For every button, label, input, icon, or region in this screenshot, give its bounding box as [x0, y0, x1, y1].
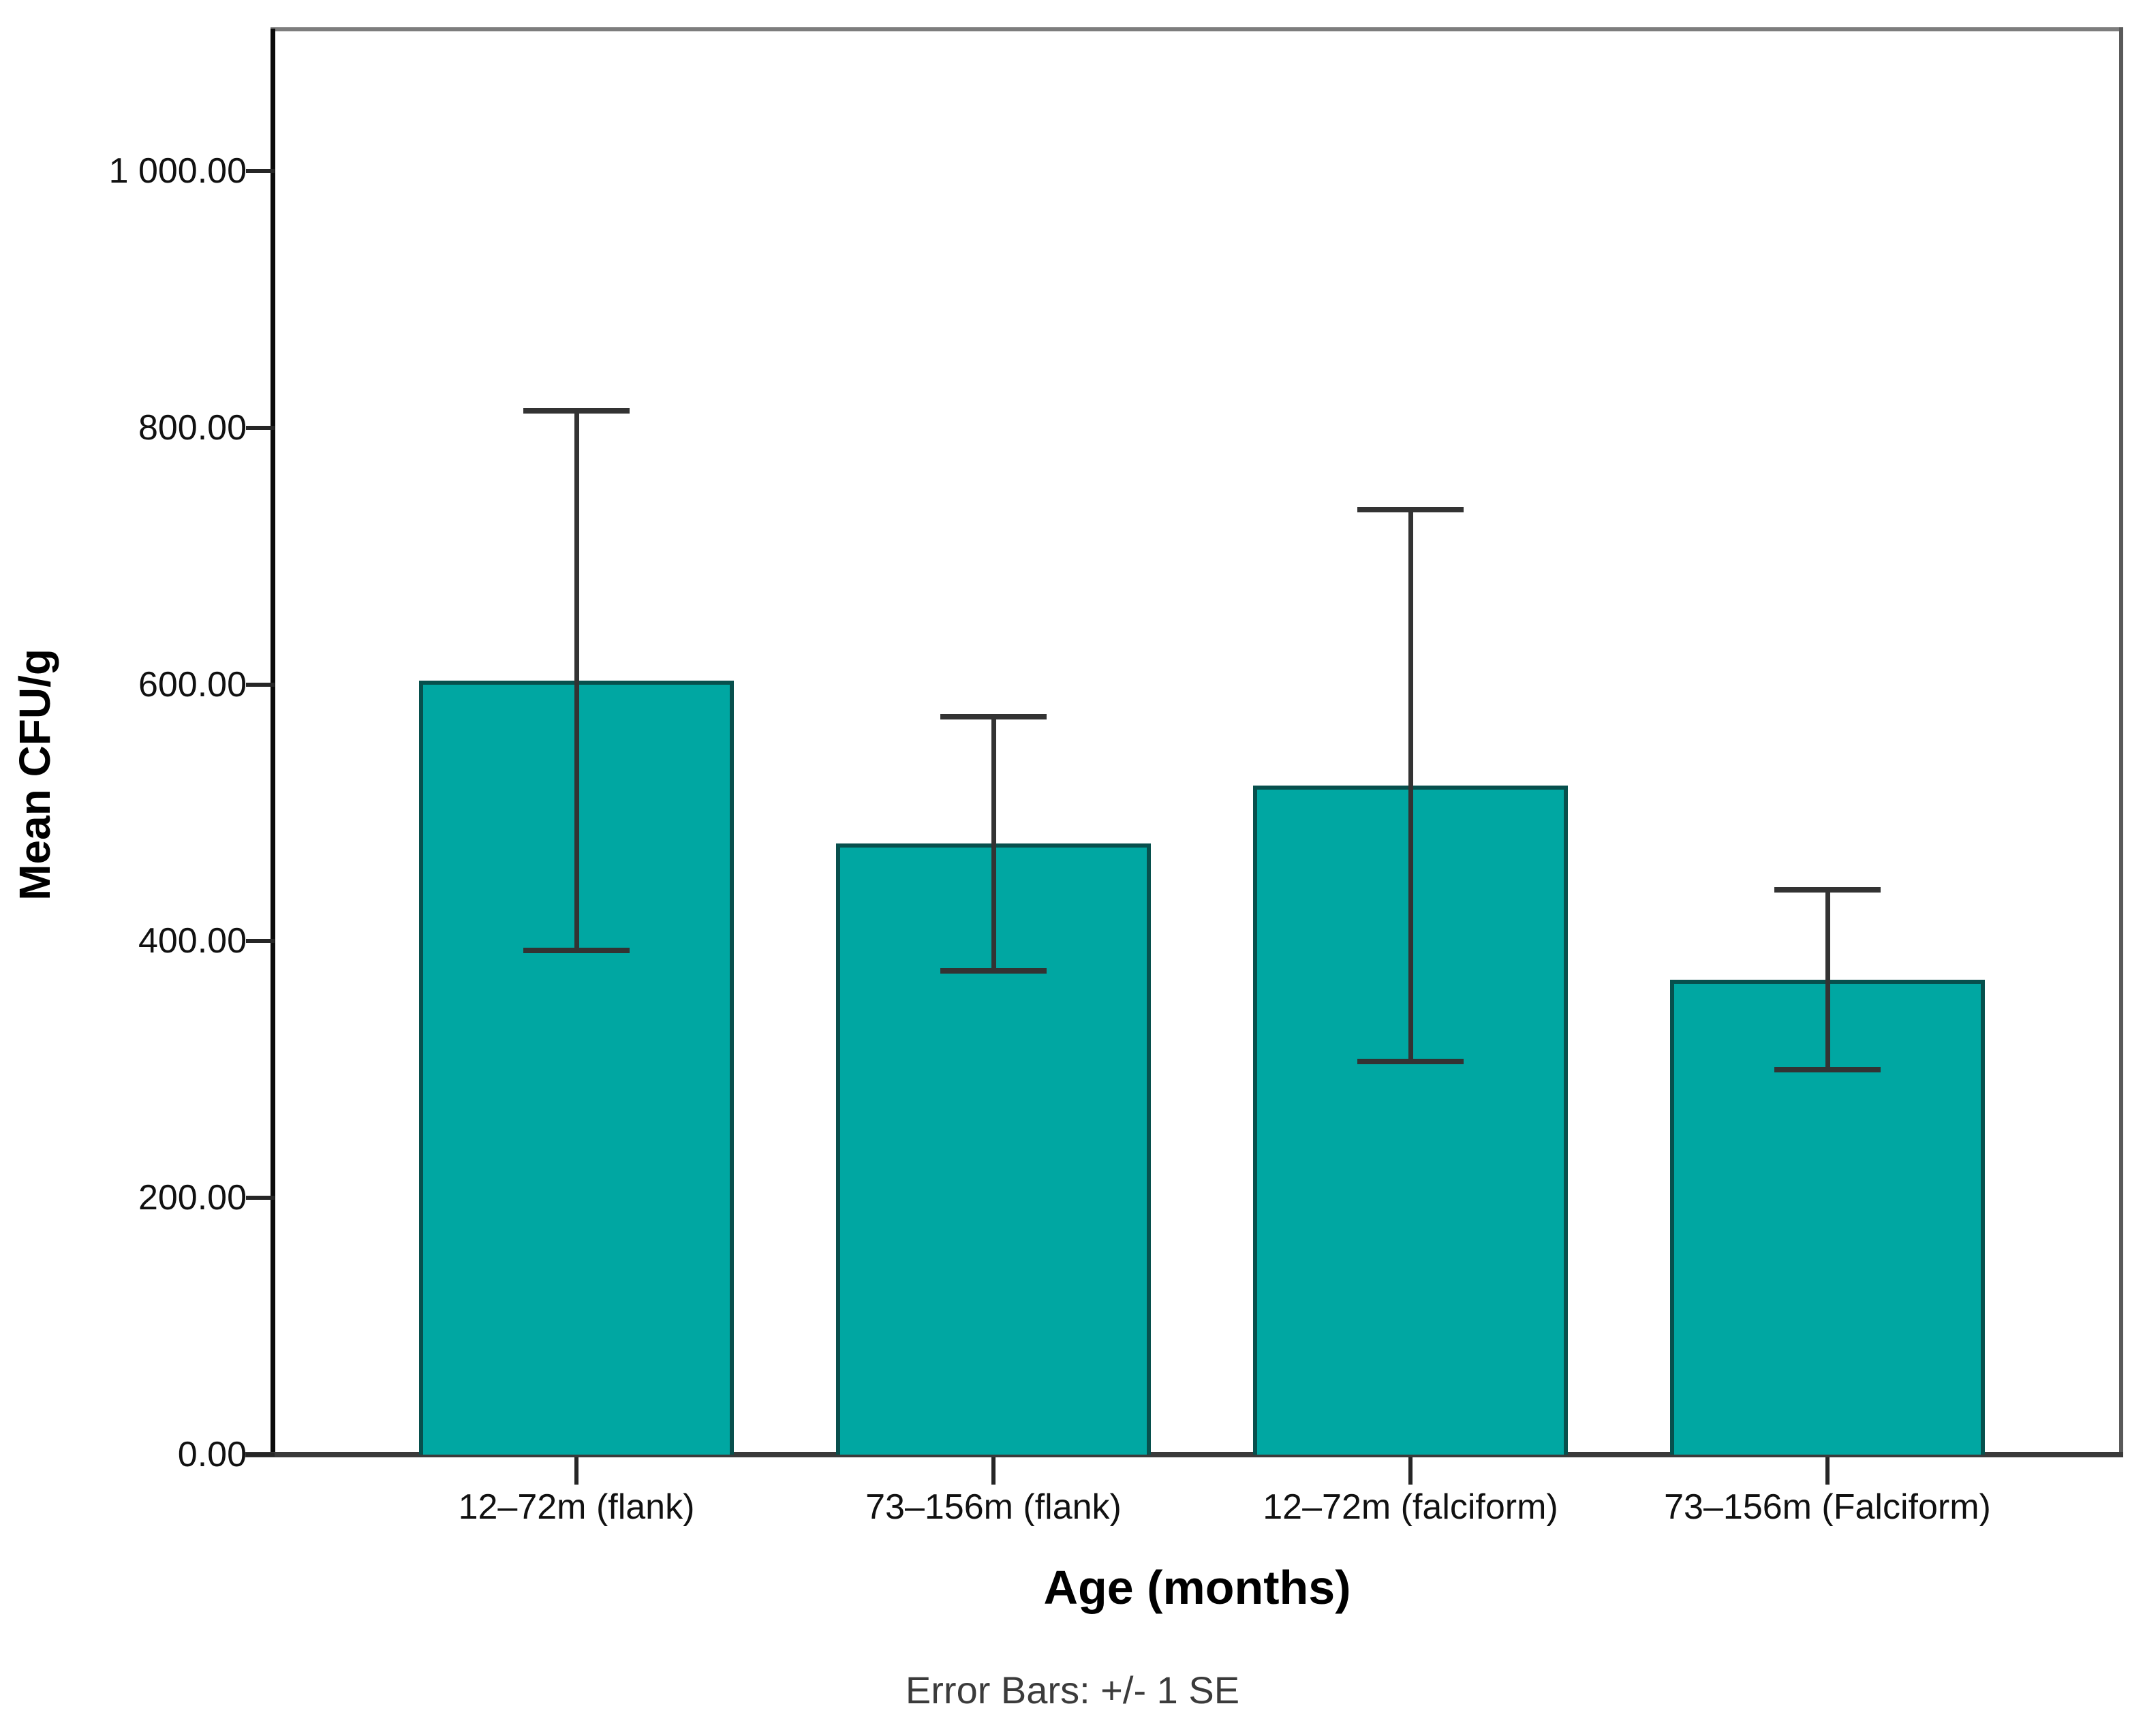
y-tick-label: 200.00: [138, 1178, 247, 1218]
error-bar-cap-top: [1357, 507, 1464, 513]
y-tick-mark: [246, 1453, 275, 1457]
error-bar-cap-top: [940, 713, 1047, 719]
x-axis-line: [245, 1452, 2123, 1457]
x-tick-mark: [1408, 1457, 1413, 1485]
x-category-label: 73–156m (Falciform): [1664, 1487, 1991, 1527]
error-bar-whisker: [1408, 510, 1413, 1062]
x-tick-mark: [991, 1457, 996, 1485]
y-tick-mark: [246, 169, 275, 173]
error-bar-cap-top: [523, 408, 630, 414]
error-bar-whisker: [991, 716, 996, 971]
y-tick-label: 1 000.00: [108, 151, 247, 191]
error-bar-cap-bottom: [1774, 1066, 1881, 1072]
error-bar-cap-top: [1774, 887, 1881, 893]
y-tick-label: 800.00: [138, 407, 247, 448]
x-tick-mark: [574, 1457, 578, 1485]
x-category-label: 12–72m (flank): [458, 1487, 695, 1527]
y-tick-mark: [246, 682, 275, 687]
error-bar-whisker: [574, 411, 579, 950]
y-tick-label: 0.00: [177, 1435, 247, 1474]
x-category-label: 12–72m (falciform): [1263, 1487, 1558, 1527]
y-tick-mark: [246, 425, 275, 430]
y-axis-line: [271, 29, 275, 1457]
y-tick-mark: [246, 939, 275, 944]
y-tick-label: 600.00: [138, 664, 247, 704]
error-bar-cap-bottom: [1357, 1059, 1464, 1065]
error-bars-footnote: Error Bars: +/- 1 SE: [905, 1669, 1240, 1711]
plot-frame-right: [2119, 27, 2123, 1457]
y-axis-title-text: Mean CFU/g: [10, 649, 59, 901]
error-bar-cap-bottom: [940, 967, 1047, 974]
error-bar-cap-bottom: [523, 947, 630, 953]
x-category-label: 73–156m (flank): [865, 1487, 1122, 1527]
error-bar-whisker: [1825, 890, 1830, 1070]
x-axis-title: Age (months): [1043, 1561, 1351, 1614]
y-tick-label: 400.00: [138, 921, 247, 961]
y-tick-mark: [246, 1196, 275, 1200]
plot-frame-top: [271, 27, 2123, 31]
x-tick-mark: [1825, 1457, 1830, 1485]
